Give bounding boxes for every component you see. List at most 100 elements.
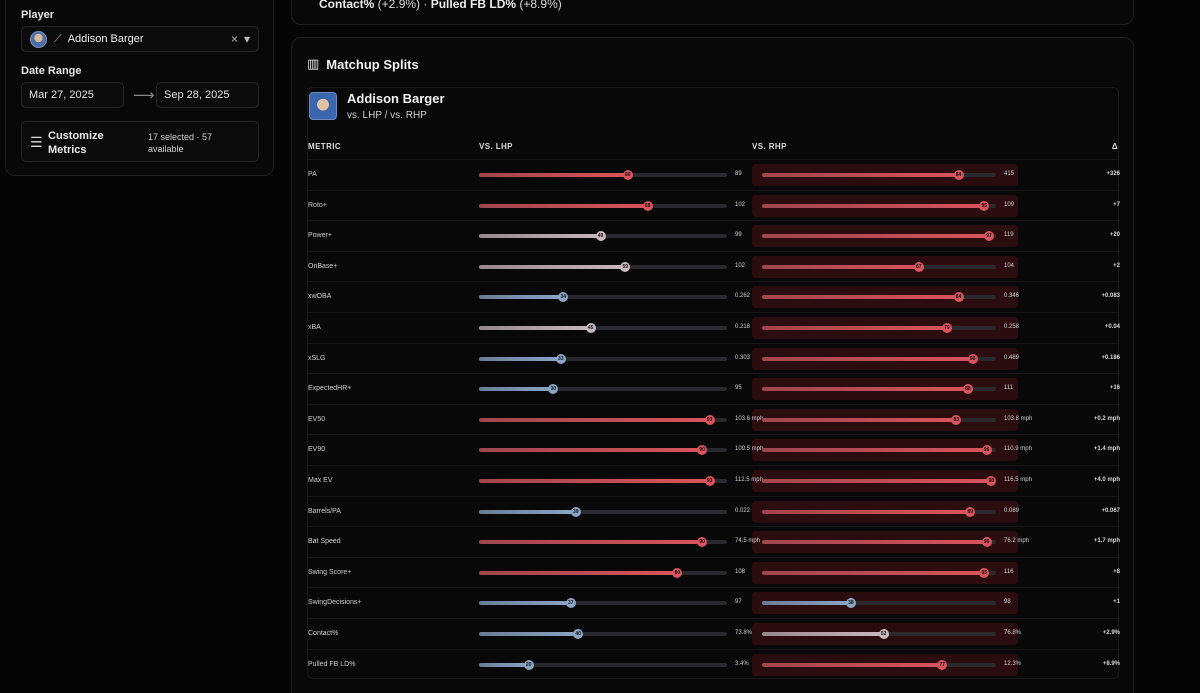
table-row: Pulled FB LD% 20 3.4% 77 12.3% +8.9% bbox=[308, 648, 1120, 680]
chevron-down-icon[interactable]: ▾ bbox=[243, 32, 250, 46]
rhp-value: 119 bbox=[1004, 232, 1014, 239]
lhp-value: 103.6 mph bbox=[735, 415, 764, 422]
lhp-percentile-marker: 45 bbox=[585, 323, 596, 333]
lhp-percentile-marker: 90 bbox=[697, 445, 708, 456]
rhp-percentile-bar: 97 bbox=[762, 231, 996, 242]
metric-name: xwOBA bbox=[308, 293, 332, 301]
player-label: Player bbox=[21, 9, 55, 21]
delta-value: +0.083 bbox=[1101, 293, 1120, 300]
delta-value: +326 bbox=[1106, 171, 1120, 177]
rhp-percentile-marker: 83 bbox=[951, 414, 962, 425]
rhp-percentile-bar: 96 bbox=[762, 537, 996, 548]
col-vs-lhp: VS. LHP bbox=[479, 142, 513, 151]
table-row: Barrels/PA 39 0.022 89 0.089 +0.067 bbox=[308, 495, 1120, 527]
delta-value: +8 bbox=[1113, 568, 1120, 575]
metrics-count-status: 17 selected · 57 available bbox=[148, 132, 213, 154]
rhp-value: 0.089 bbox=[1004, 507, 1020, 514]
rhp-percentile-bar: 38 bbox=[762, 598, 996, 609]
metric-name: Barrels/PA bbox=[308, 507, 341, 515]
lhp-percentile-marker: 40 bbox=[573, 629, 584, 639]
delta-value: +7 bbox=[1113, 201, 1120, 208]
delta-value: +1.7 mph bbox=[1093, 538, 1120, 545]
lhp-value: 97 bbox=[735, 599, 742, 606]
rhp-percentile-bar: 84 bbox=[762, 170, 996, 180]
lhp-value: 0.218 bbox=[735, 324, 751, 330]
col-delta: Δ bbox=[1111, 142, 1118, 151]
customize-metrics-button[interactable]: ☰ Customize Metrics 17 selected · 57 ava… bbox=[21, 121, 259, 162]
rhp-percentile-bar: 96 bbox=[762, 445, 996, 456]
rhp-percentile-marker: 96 bbox=[981, 537, 992, 548]
lhp-value: 112.5 mph bbox=[735, 477, 763, 483]
rhp-percentile-marker: 84 bbox=[953, 170, 964, 180]
player-avatar bbox=[30, 30, 47, 48]
metric-name: EV50 bbox=[308, 415, 326, 423]
date-range-label: Date Range bbox=[21, 65, 82, 77]
rhp-percentile-bar: 52 bbox=[762, 629, 996, 639]
clear-icon[interactable]: × bbox=[230, 32, 238, 46]
delta-value: +0.186 bbox=[1101, 354, 1120, 361]
rhp-value: 103.8 mph bbox=[1004, 415, 1033, 422]
metric-name: Max EV bbox=[308, 477, 333, 484]
lhp-percentile-marker: 37 bbox=[565, 598, 576, 609]
metric-name: xSLG bbox=[308, 354, 326, 362]
rhp-percentile-bar: 95 bbox=[762, 200, 996, 211]
rhp-percentile-marker: 89 bbox=[965, 506, 976, 517]
selected-player-name: Addison Barger bbox=[67, 33, 144, 45]
lhp-percentile-marker: 93 bbox=[704, 414, 715, 425]
lhp-percentile-bar: 93 bbox=[479, 414, 727, 425]
lhp-percentile-marker: 34 bbox=[558, 292, 569, 303]
lhp-value: 74.5 mph bbox=[735, 538, 761, 545]
rhp-percentile-bar: 98 bbox=[762, 476, 997, 486]
table-row: OnBase+ 59 102 67 104 +2 bbox=[308, 250, 1120, 282]
metric-name: xBA bbox=[308, 324, 321, 331]
lhp-percentile-marker: 59 bbox=[620, 261, 631, 272]
rhp-percentile-marker: 84 bbox=[953, 292, 964, 303]
matchup-table: Addison Barger vs. LHP / vs. RHP METRIC … bbox=[307, 87, 1120, 680]
table-row: Max EV 93 112.5 mph 98 116.5 mph +4.0 mph bbox=[308, 465, 1120, 496]
end-date-input[interactable]: Sep 28, 2025 bbox=[156, 82, 259, 108]
delta-value: +0.2 mph bbox=[1093, 415, 1120, 422]
rhp-value: 12.3% bbox=[1004, 660, 1022, 667]
lhp-value: 0.262 bbox=[735, 293, 751, 300]
lhp-percentile-bar: 49 bbox=[479, 231, 727, 242]
table-row: Power+ 49 99 97 119 +20 bbox=[308, 220, 1120, 251]
table-row: xSLG 33 0.303 90 0.489 +0.186 bbox=[308, 342, 1120, 374]
rhp-percentile-bar: 88 bbox=[762, 384, 996, 395]
lhp-percentile-marker: 68 bbox=[642, 200, 653, 211]
lhp-percentile-bar: 90 bbox=[479, 537, 727, 548]
rhp-percentile-bar: 95 bbox=[762, 567, 996, 578]
col-metric: METRIC bbox=[308, 142, 342, 151]
rhp-percentile-bar: 83 bbox=[762, 414, 996, 425]
lhp-value: 102 bbox=[735, 262, 746, 269]
lhp-value: 89 bbox=[735, 171, 742, 177]
metric-name: ExpectedHR+ bbox=[308, 385, 352, 393]
rhp-value: 110.9 mph bbox=[1004, 446, 1032, 453]
matchup-splits-card: ▥ Matchup Splits Addison Barger vs. LHP … bbox=[291, 37, 1134, 693]
delta-value: +1 bbox=[1113, 599, 1120, 606]
table-row: Swing Score+ 80 108 95 116 +8 bbox=[308, 556, 1120, 588]
lhp-value: 99 bbox=[735, 232, 742, 239]
lhp-percentile-bar: 68 bbox=[479, 200, 727, 211]
delta-value: +16 bbox=[1109, 385, 1120, 392]
lhp-percentile-bar: 20 bbox=[479, 659, 727, 670]
start-date-input[interactable]: Mar 27, 2025 bbox=[21, 82, 124, 108]
lhp-percentile-bar: 39 bbox=[479, 506, 727, 517]
lhp-percentile-bar: 45 bbox=[479, 323, 727, 333]
lhp-percentile-bar: 30 bbox=[479, 384, 727, 395]
metric-name: Swing Score+ bbox=[308, 568, 352, 576]
arrow-right-icon: ⟶ bbox=[133, 87, 155, 104]
delta-value: +0.067 bbox=[1101, 507, 1120, 514]
rhp-value: 415 bbox=[1004, 171, 1015, 177]
sliders-icon: ☰ bbox=[30, 134, 43, 150]
lhp-percentile-bar: 37 bbox=[479, 598, 727, 609]
table-row: Contact% 40 73.8% 52 76.8% +2.9% bbox=[308, 618, 1120, 649]
split-subtitle: vs. LHP / vs. RHP bbox=[347, 110, 427, 121]
table-row: Roto+ 68 102 95 109 +7 bbox=[308, 189, 1120, 221]
rhp-percentile-marker: 67 bbox=[913, 261, 924, 272]
player-select[interactable]: ⟋ Addison Barger × ▾ bbox=[21, 26, 259, 52]
lhp-percentile-bar: 33 bbox=[479, 353, 727, 364]
rhp-percentile-bar: 90 bbox=[762, 353, 996, 364]
lhp-value: 108 bbox=[735, 568, 746, 575]
metric-name: Pulled FB LD% bbox=[308, 660, 356, 668]
lhp-percentile-marker: 20 bbox=[523, 659, 534, 670]
